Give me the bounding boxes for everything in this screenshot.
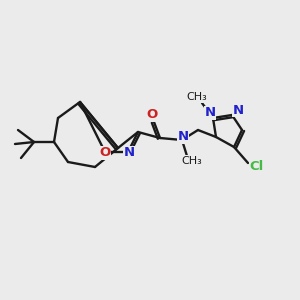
Text: CH₃: CH₃ — [187, 92, 207, 102]
Text: N: N — [232, 103, 244, 116]
Text: CH₃: CH₃ — [182, 156, 203, 166]
Text: O: O — [146, 109, 158, 122]
Text: O: O — [99, 146, 111, 160]
Text: Cl: Cl — [250, 160, 264, 173]
Text: N: N — [123, 146, 135, 160]
Text: N: N — [204, 106, 216, 119]
Text: N: N — [177, 130, 189, 143]
